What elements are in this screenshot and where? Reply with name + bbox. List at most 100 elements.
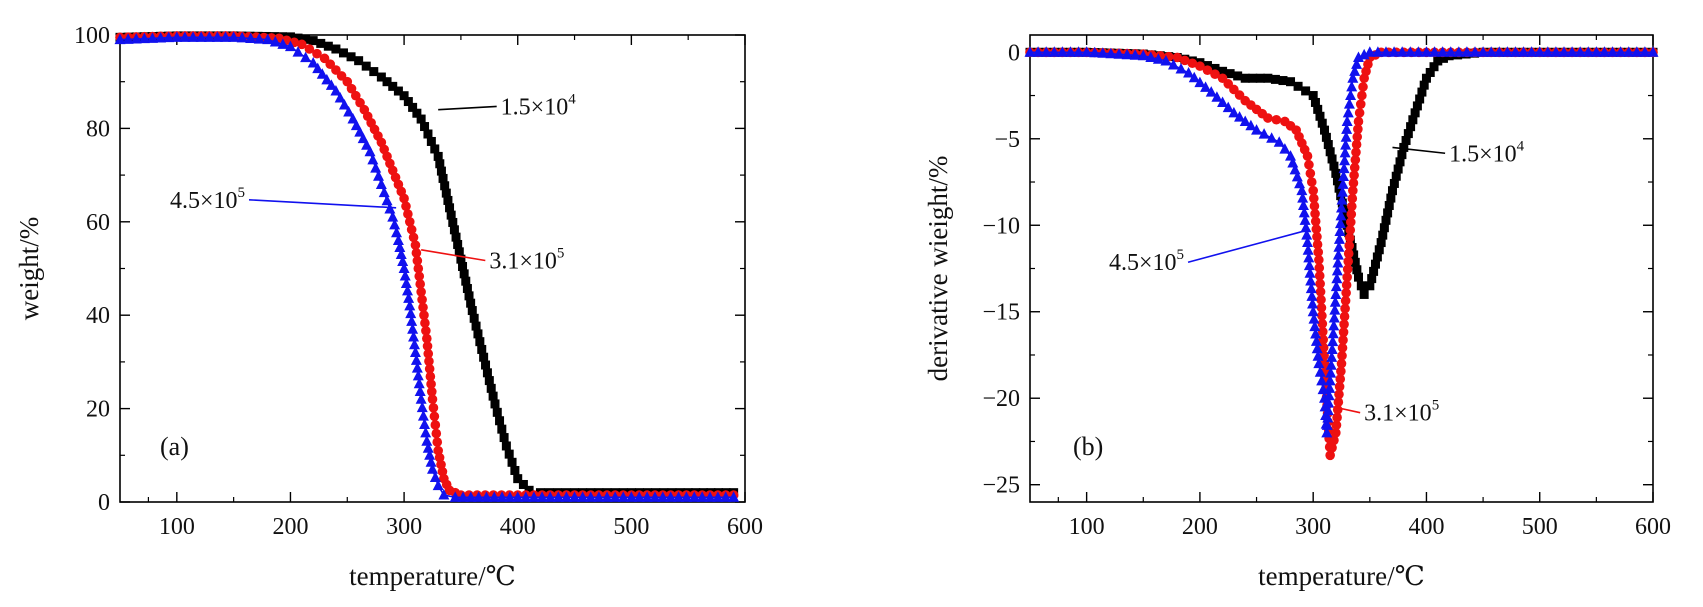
data-point <box>1286 77 1296 87</box>
data-point <box>387 211 399 222</box>
data-point <box>130 33 142 44</box>
data-point <box>411 362 423 373</box>
data-point <box>1225 69 1235 79</box>
data-point <box>1335 374 1346 384</box>
data-point <box>467 306 477 316</box>
data-point <box>1317 318 1328 329</box>
data-point <box>1301 86 1311 96</box>
data-point <box>1321 426 1333 438</box>
data-point <box>1305 168 1316 179</box>
y-axis-label: derivative wieight/% <box>923 156 953 382</box>
data-point <box>1325 367 1337 378</box>
data-point <box>1270 74 1280 84</box>
data-point <box>449 225 459 235</box>
data-point <box>301 34 311 44</box>
data-point <box>1329 304 1341 315</box>
data-point <box>1393 164 1403 174</box>
data-point <box>1351 139 1362 150</box>
data-point <box>1327 335 1339 347</box>
data-point <box>334 92 346 103</box>
data-point <box>446 210 456 220</box>
data-point <box>1233 71 1243 81</box>
data-point <box>425 456 437 467</box>
data-point <box>1647 46 1659 57</box>
data-point <box>1302 236 1314 248</box>
data-point <box>490 399 500 409</box>
data-point <box>1342 272 1352 282</box>
data-point <box>1097 47 1109 58</box>
data-point <box>1310 97 1320 107</box>
data-point <box>304 44 315 54</box>
data-point <box>1316 302 1327 313</box>
data-point <box>1367 274 1377 284</box>
data-point <box>459 269 469 279</box>
data-point <box>155 32 167 43</box>
data-point <box>461 276 471 286</box>
data-point <box>1183 67 1195 78</box>
x-tick-label: 600 <box>1635 514 1671 540</box>
data-point <box>293 33 303 43</box>
data-point <box>1329 296 1341 307</box>
data-point <box>688 491 700 502</box>
data-point <box>704 491 716 502</box>
data-point <box>1194 76 1206 88</box>
data-point <box>1331 264 1343 276</box>
x-tick-label: 400 <box>1408 514 1444 540</box>
data-point <box>436 166 446 176</box>
data-point <box>1437 46 1449 57</box>
data-point <box>1336 201 1347 213</box>
data-point <box>1316 374 1328 386</box>
data-point <box>1301 229 1313 240</box>
data-point <box>346 52 356 62</box>
data-point <box>1501 46 1513 57</box>
data-point <box>416 114 426 124</box>
data-point <box>1322 404 1334 416</box>
data-point <box>1266 132 1278 143</box>
data-point <box>1313 357 1325 369</box>
data-point <box>466 298 476 308</box>
data-point <box>404 217 415 227</box>
data-point <box>1180 55 1190 66</box>
data-point <box>375 178 387 189</box>
data-point <box>496 491 508 502</box>
data-point <box>1340 303 1350 314</box>
data-point <box>1331 428 1341 438</box>
data-point <box>1365 281 1375 291</box>
data-point <box>1396 46 1408 57</box>
data-point <box>1145 51 1157 62</box>
data-point <box>1350 257 1360 267</box>
data-point <box>1332 249 1344 260</box>
x-tick-label: 300 <box>1295 514 1331 540</box>
data-point <box>1381 215 1391 225</box>
data-point <box>560 491 572 502</box>
data-point <box>1202 65 1213 75</box>
data-point <box>1308 313 1320 324</box>
data-point <box>1348 185 1358 196</box>
data-point <box>1351 147 1361 158</box>
data-point <box>1345 225 1356 235</box>
data-point <box>1307 298 1319 309</box>
data-point <box>1129 49 1141 60</box>
data-point <box>1228 106 1240 118</box>
data-point <box>1346 209 1357 220</box>
data-point <box>417 294 427 305</box>
data-point <box>477 344 487 354</box>
data-point <box>187 31 199 42</box>
data-point <box>245 32 257 44</box>
data-point <box>1389 178 1399 188</box>
data-point <box>728 491 740 502</box>
data-point <box>1218 66 1228 76</box>
annotation-mantissa: 4.5×10 <box>1109 250 1177 276</box>
data-point <box>1336 194 1348 205</box>
data-point <box>1137 49 1149 61</box>
data-point <box>389 218 401 230</box>
data-point <box>473 329 483 339</box>
data-point <box>399 269 411 281</box>
data-point <box>1317 118 1327 128</box>
data-point <box>1526 46 1538 57</box>
y-tick-label: 0 <box>1008 40 1020 66</box>
data-point <box>1383 208 1393 218</box>
data-point <box>469 313 479 323</box>
data-point <box>1518 46 1530 57</box>
data-point <box>1205 86 1217 97</box>
